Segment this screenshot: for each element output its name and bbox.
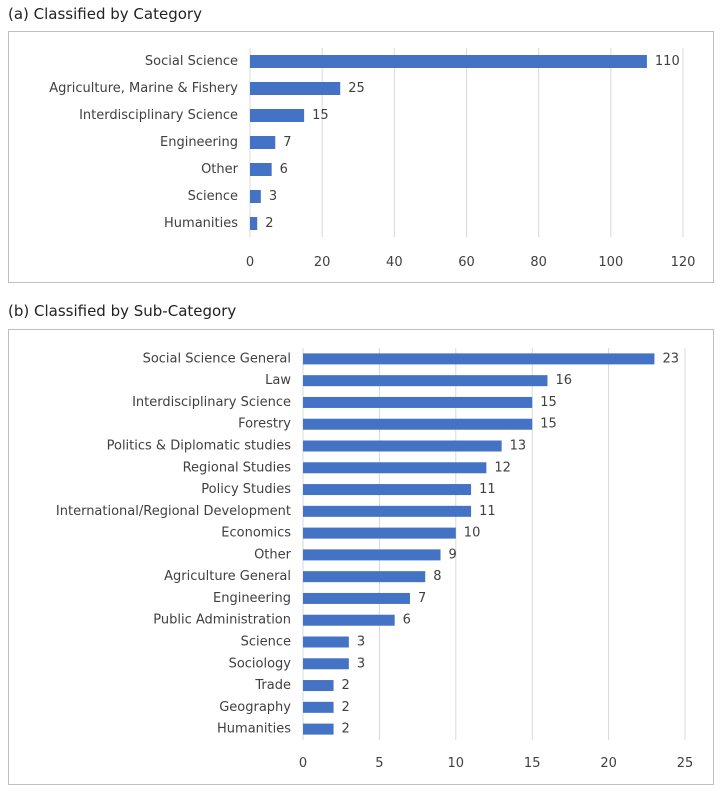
chart-a-panel: 0 20 40 60 80 100 120 Social Science 110 Agricult… [8, 31, 714, 283]
chart-b-x-tick-label: 25 [677, 756, 694, 771]
chart-b-category-label: Science [241, 635, 291, 650]
caption-a: (a) Classified by Category [8, 5, 202, 23]
chart-b-category-label: Other [254, 547, 292, 562]
chart-b-bar [303, 701, 334, 713]
chart-b-bar [303, 592, 410, 604]
chart-b-bar [303, 375, 548, 387]
chart-a-bar [250, 190, 261, 203]
chart-a-x-tick-label: 80 [530, 255, 547, 270]
chart-b-bar [303, 680, 334, 692]
chart-b-bar [303, 571, 426, 583]
chart-b-category-label: International/Regional Development [56, 504, 291, 519]
chart-a-data-label: 2 [265, 216, 273, 231]
chart-b-x-tick-label: 5 [375, 756, 383, 771]
chart-a-category-label: Interdisciplinary Science [79, 108, 238, 123]
chart-b-data-label: 11 [479, 504, 496, 519]
chart-b-category-label: Engineering [213, 591, 291, 606]
chart-b-data-label: 16 [555, 373, 572, 388]
chart-b-data-label: 2 [342, 678, 350, 693]
chart-a-x-tick-label: 100 [598, 255, 623, 270]
chart-a-bar [250, 136, 276, 149]
chart-a-data-label: 110 [655, 54, 680, 69]
chart-a-data-label: 7 [283, 135, 291, 150]
chart-b-data-label: 6 [403, 613, 411, 628]
chart-b-bar [303, 462, 487, 474]
chart-a-x-tick-label: 40 [386, 255, 403, 270]
chart-b-x-tick-label: 15 [524, 756, 541, 771]
chart-a-x-tick-label: 0 [246, 255, 254, 270]
chart-a-bar [250, 109, 305, 122]
chart-a-bar [250, 163, 272, 176]
chart-b-category-label: Sociology [229, 656, 292, 671]
chart-b-bar [303, 658, 349, 670]
chart-a-category-label: Science [188, 189, 238, 204]
chart-b-panel: 0 5 10 15 20 25 Social Science General 23 Law 16 I… [8, 329, 714, 785]
chart-b-category-label: Humanities [217, 722, 291, 737]
chart-b-data-label: 2 [342, 722, 350, 737]
chart-a-data-label: 15 [312, 108, 329, 123]
chart-b-data-label: 3 [357, 635, 365, 650]
chart-b-bar [303, 418, 533, 430]
chart-a-category-label: Engineering [160, 135, 238, 150]
chart-a-data-label: 3 [269, 189, 277, 204]
chart-b-category-label: Economics [221, 526, 291, 541]
chart-b-x-tick-label: 10 [448, 756, 465, 771]
chart-a-x-tick-label: 20 [314, 255, 331, 270]
chart-b-x-tick-label: 20 [600, 756, 617, 771]
chart-b-data-label: 9 [449, 547, 457, 562]
chart-b-data-label: 11 [479, 482, 496, 497]
chart-b-bar [303, 484, 472, 496]
chart-b-bar [303, 505, 472, 517]
chart-b-bar [303, 614, 395, 626]
chart-b-data-label: 3 [357, 656, 365, 671]
caption-b: (b) Classified by Sub-Category [8, 302, 237, 320]
chart-b-category-label: Geography [219, 700, 291, 715]
chart-b-category-label: Public Administration [153, 613, 291, 628]
chart-b-bar [303, 440, 502, 452]
chart-a-category-label: Other [201, 162, 239, 177]
chart-a-x-tick-label: 60 [458, 255, 475, 270]
chart-a-category-label: Social Science [145, 54, 238, 69]
chart-a-category-label: Humanities [164, 216, 238, 231]
chart-a-data-label: 6 [280, 162, 288, 177]
chart-b-data-label: 7 [418, 591, 426, 606]
chart-b-data-label: 23 [662, 351, 679, 366]
chart-b-bar [303, 723, 334, 735]
chart-b-x-tick-label: 0 [299, 756, 307, 771]
chart-b-category-label: Policy Studies [201, 482, 291, 497]
chart-a-x-tick-label: 120 [671, 255, 696, 270]
chart-b-category-label: Regional Studies [183, 460, 292, 475]
chart-b-bar [303, 396, 533, 408]
chart-a-bar [250, 82, 341, 95]
chart-b-data-label: 10 [464, 526, 481, 541]
chart-b-data-label: 2 [342, 700, 350, 715]
chart-b-category-label: Trade [254, 678, 291, 693]
chart-b-category-label: Social Science General [143, 351, 291, 366]
chart-b-data-label: 8 [433, 569, 441, 584]
chart-a-data-label: 25 [348, 81, 365, 96]
chart-b-bar [303, 527, 456, 539]
chart-b-data-label: 13 [510, 439, 527, 454]
chart-b-data-label: 15 [540, 417, 557, 432]
chart-b-category-label: Interdisciplinary Science [132, 395, 291, 410]
chart-b-bar [303, 636, 349, 648]
chart-b-category-label: Forestry [238, 417, 291, 432]
chart-b-bar [303, 353, 655, 365]
chart-b-data-label: 12 [494, 460, 511, 475]
chart-a: 0 20 40 60 80 100 120 Social Science 110 Agricult… [49, 48, 696, 270]
chart-b-bar [303, 549, 441, 561]
chart-b-category-label: Law [265, 373, 291, 388]
chart-a-category-label: Agriculture, Marine & Fishery [49, 81, 238, 96]
chart-b-data-label: 15 [540, 395, 557, 410]
chart-a-bar [250, 55, 647, 68]
chart-b-category-label: Agriculture General [164, 569, 291, 584]
chart-b-category-label: Politics & Diplomatic studies [107, 439, 292, 454]
chart-a-bar [250, 217, 258, 230]
